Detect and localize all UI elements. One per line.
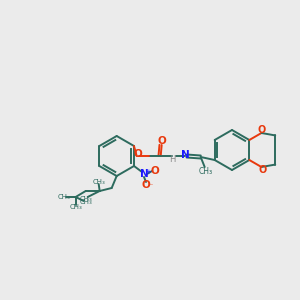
Text: O: O xyxy=(258,165,267,175)
Text: CH₃: CH₃ xyxy=(199,167,213,176)
Text: O: O xyxy=(142,180,150,190)
Text: ⁻: ⁻ xyxy=(149,182,153,190)
Text: CH₃: CH₃ xyxy=(79,199,92,205)
Text: H: H xyxy=(169,154,176,164)
Text: CH₃: CH₃ xyxy=(79,196,92,202)
Text: O: O xyxy=(133,149,142,159)
Text: N: N xyxy=(181,150,190,160)
Text: O: O xyxy=(157,136,166,146)
Text: O: O xyxy=(257,125,266,135)
Text: O: O xyxy=(151,166,159,176)
Text: CH₃: CH₃ xyxy=(57,194,70,200)
Text: CH₃: CH₃ xyxy=(69,204,82,210)
Text: N: N xyxy=(140,169,148,179)
Text: +: + xyxy=(145,169,151,175)
Text: CH₃: CH₃ xyxy=(92,179,105,185)
